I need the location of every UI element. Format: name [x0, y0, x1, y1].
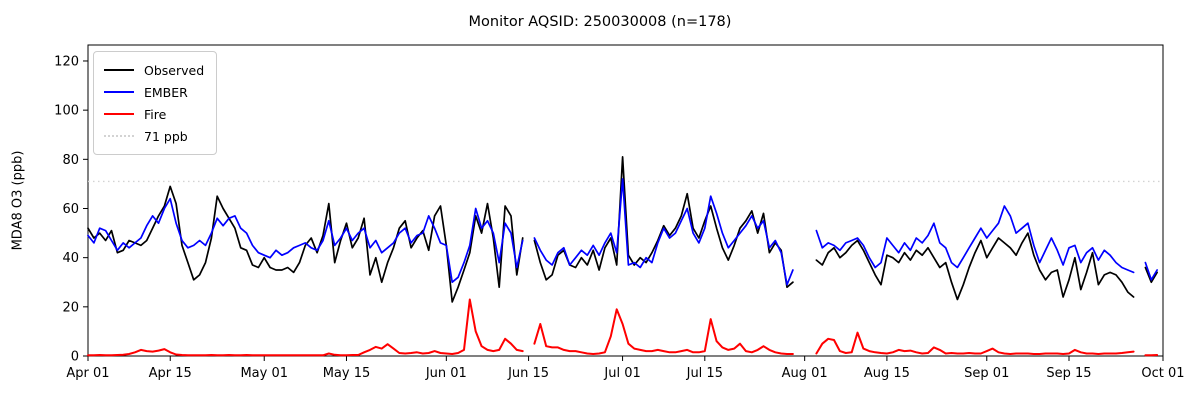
fire-line-swatch [104, 113, 134, 115]
legend-label-observed: Observed [144, 62, 205, 78]
x-tick-label: Jun 15 [507, 366, 549, 381]
chart-title: Monitor AQSID: 250030008 (n=178) [468, 14, 732, 30]
ember-line-swatch [104, 91, 134, 93]
x-tick-label: Jun 01 [425, 366, 467, 381]
y-axis-label: MDA8 O3 (ppb) [10, 150, 26, 251]
y-tick-label: 80 [62, 153, 79, 168]
legend-label-threshold: 71 ppb [144, 128, 188, 144]
x-tick-label: Aug 15 [864, 366, 910, 381]
legend-item-ember: EMBER [104, 81, 204, 103]
plot-border [87, 44, 1164, 357]
x-tick-label: May 15 [323, 366, 371, 381]
x-tick-label: May 01 [240, 366, 288, 381]
fire-line [87, 298, 1159, 357]
y-tick-label: 40 [62, 251, 79, 266]
x-tick-label: Oct 01 [1141, 366, 1184, 381]
x-tick-label: Jul 01 [603, 366, 640, 381]
legend-item-threshold: 71 ppb [104, 125, 204, 147]
y-tick-label: 20 [62, 300, 79, 315]
y-tick-label: 0 [71, 350, 79, 365]
legend-item-observed: Observed [104, 59, 204, 81]
x-tick-label: Sep 15 [1046, 366, 1091, 381]
threshold-line-swatch [104, 135, 134, 137]
y-tick-label: 60 [62, 202, 79, 217]
legend-box: Observed EMBER Fire 71 ppb [93, 51, 218, 155]
x-tick-label: Sep 01 [964, 366, 1009, 381]
y-tick-label: 120 [54, 54, 79, 69]
observed-line-swatch [104, 69, 134, 71]
legend-label-ember: EMBER [144, 84, 188, 100]
x-tick-label: Apr 15 [149, 366, 192, 381]
y-tick-label: 100 [54, 104, 79, 119]
observed-line [87, 156, 1158, 303]
x-tick-label: Aug 01 [782, 366, 828, 381]
legend-label-fire: Fire [144, 106, 167, 122]
legend-item-fire: Fire [104, 103, 204, 125]
ember-line [87, 178, 1158, 286]
x-tick-label: Apr 01 [66, 366, 109, 381]
x-tick-label: Jul 15 [686, 366, 723, 381]
